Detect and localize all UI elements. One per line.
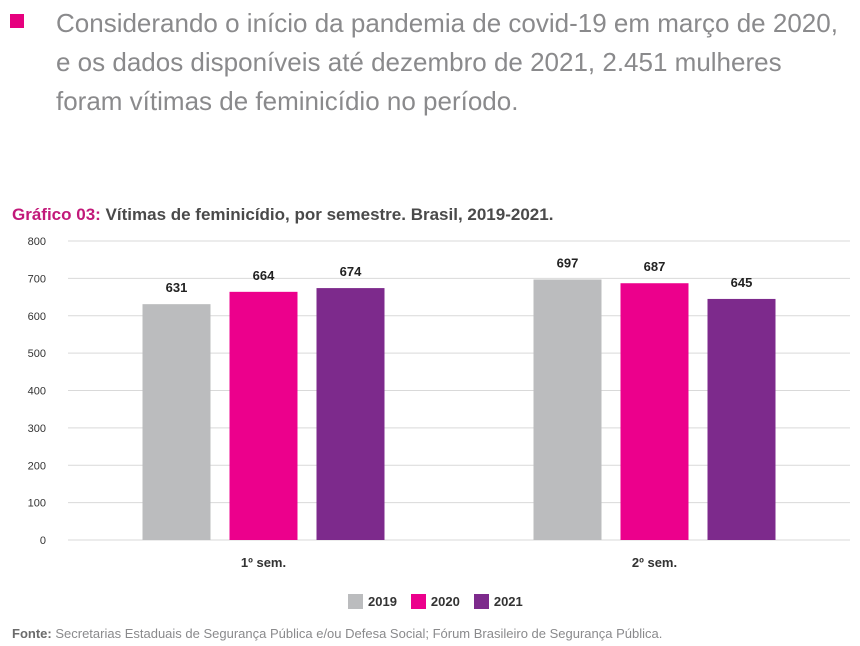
legend-label: 2020	[430, 593, 460, 609]
bar	[707, 298, 776, 540]
bar-value-label: 687	[644, 259, 666, 274]
legend-swatch	[473, 593, 489, 609]
intro-paragraph: Considerando o início da pandemia de cov…	[10, 4, 840, 124]
legend-label: 2019	[368, 593, 397, 609]
y-tick-label: 700	[28, 273, 46, 285]
bar	[620, 283, 689, 540]
bar	[229, 291, 298, 540]
y-tick-label: 400	[28, 386, 46, 398]
bar-value-label: 645	[731, 275, 753, 290]
bar-value-label: 631	[166, 280, 188, 295]
chart-legend: 2019 2020 2021	[348, 591, 523, 611]
source-note: Fonte: Secretarias Estaduais de Seguranç…	[12, 626, 662, 641]
y-tick-label: 300	[28, 423, 46, 435]
legend-item: 2021	[473, 591, 523, 611]
legend-swatch	[410, 593, 426, 609]
legend-label: 2021	[493, 593, 523, 609]
intro-text: Considerando o início da pandemia de cov…	[56, 8, 838, 116]
y-tick-label: 200	[28, 460, 46, 472]
chart-title-text: Vítimas de feminicídio, por semestre. Br…	[105, 205, 554, 224]
x-category-label: 1º sem.	[241, 555, 286, 570]
bar-value-label: 697	[557, 255, 579, 270]
y-tick-label: 0	[40, 535, 46, 547]
chart-title-label: Gráfico 03:	[12, 205, 101, 224]
bar-value-label: 674	[340, 264, 362, 279]
legend-swatch	[348, 593, 363, 609]
y-tick-label: 800	[28, 236, 46, 248]
y-tick-label: 500	[28, 348, 46, 360]
y-tick-label: 600	[28, 311, 46, 323]
bar-value-label: 664	[253, 268, 275, 283]
chart-title: Gráfico 03: Vítimas de feminicídio, por …	[12, 205, 553, 225]
source-text: Secretarias Estaduais de Segurança Públi…	[55, 626, 663, 641]
bar	[142, 304, 211, 540]
legend-item: 2020	[410, 591, 460, 611]
bullet-square-icon	[10, 14, 24, 28]
x-category-label: 2º sem.	[632, 555, 677, 570]
bar	[533, 279, 602, 540]
source-label: Fonte:	[12, 626, 52, 641]
y-tick-label: 100	[28, 498, 46, 510]
bar	[316, 288, 385, 540]
legend-item: 2019	[348, 591, 397, 611]
